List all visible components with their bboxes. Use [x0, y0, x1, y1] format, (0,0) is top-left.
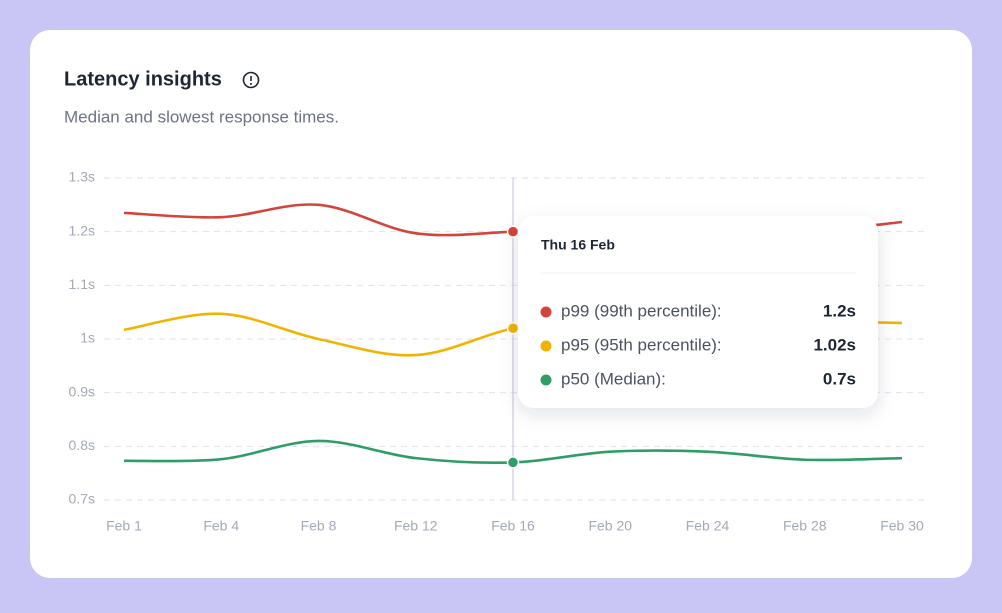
- hover-point: [506, 456, 520, 469]
- y-tick-label: 1s: [80, 330, 95, 346]
- x-tick-label: Feb 24: [686, 518, 730, 534]
- x-tick-label: Feb 4: [203, 518, 239, 534]
- x-tick-label: Feb 20: [588, 518, 632, 534]
- tooltip-value: 1.02s: [813, 335, 856, 354]
- tooltip-value: 0.7s: [823, 369, 856, 388]
- y-tick-label: 0.8s: [69, 437, 95, 453]
- x-tick-label: Feb 12: [394, 518, 438, 534]
- x-tick-label: Feb 30: [880, 518, 924, 534]
- card-title: Latency insights: [64, 68, 222, 90]
- card-subtitle: Median and slowest response times.: [64, 107, 339, 126]
- info-icon[interactable]: [242, 71, 260, 89]
- tooltip-swatch: [540, 340, 552, 352]
- x-tick-label: Feb 28: [783, 518, 827, 534]
- hover-point: [506, 225, 520, 238]
- tooltip-value: 1.2s: [823, 301, 856, 320]
- tooltip-label: p99 (99th percentile):: [561, 301, 722, 320]
- x-tick-label: Feb 8: [301, 518, 337, 534]
- x-tick-label: Feb 1: [106, 518, 142, 534]
- tooltip-label: p50 (Median):: [561, 369, 666, 388]
- tooltip-box: [518, 216, 878, 408]
- tooltip-swatch: [540, 306, 552, 318]
- tooltip-label: p95 (95th percentile):: [561, 335, 722, 354]
- card: [30, 30, 972, 578]
- y-tick-label: 0.9s: [69, 383, 95, 399]
- hover-point: [506, 322, 520, 335]
- tooltip-title: Thu 16 Feb: [541, 237, 615, 253]
- y-tick-label: 1.2s: [69, 222, 95, 238]
- x-tick-label: Feb 16: [491, 518, 535, 534]
- y-tick-label: 1.1s: [69, 276, 95, 292]
- y-tick-label: 1.3s: [69, 169, 95, 185]
- tooltip-swatch: [540, 374, 552, 386]
- y-tick-label: 0.7s: [69, 491, 95, 507]
- tooltip: Thu 16 Feb p99 (99th percentile): 1.2s p95…: [518, 216, 878, 408]
